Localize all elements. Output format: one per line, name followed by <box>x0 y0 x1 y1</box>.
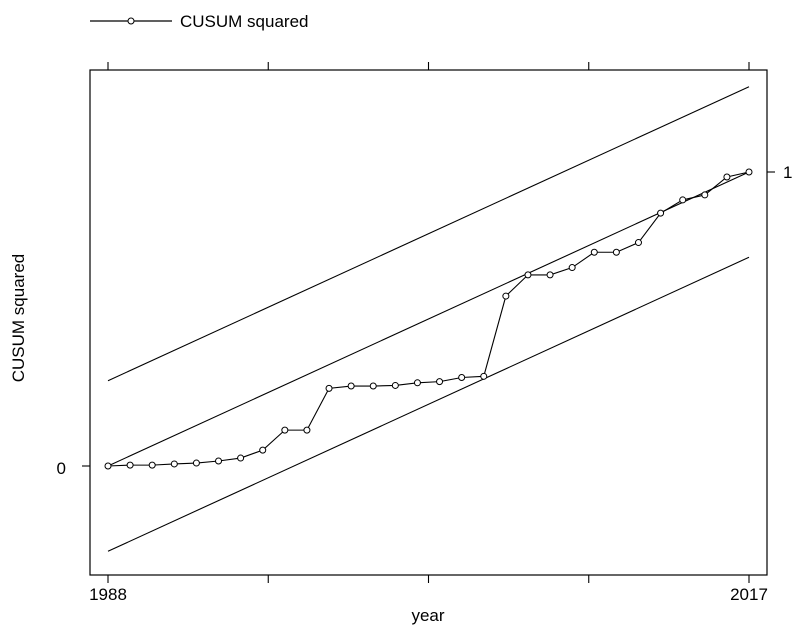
data-point <box>745 168 753 176</box>
data-point <box>369 382 377 390</box>
y-tick-label: 1 <box>783 163 792 182</box>
ticks <box>82 62 775 583</box>
x-tick-label: 1988 <box>89 585 127 604</box>
data-point <box>126 461 134 469</box>
series-points <box>104 168 753 470</box>
data-point <box>104 462 112 470</box>
legend-marker <box>127 17 135 25</box>
x-axis-label: year <box>411 606 444 625</box>
data-point <box>170 460 178 468</box>
y-tick-label: 0 <box>57 459 66 478</box>
data-point <box>524 271 532 279</box>
data-point <box>303 426 311 434</box>
data-point <box>679 196 687 204</box>
legend: CUSUM squared <box>90 12 309 31</box>
data-point <box>723 173 731 181</box>
expected-line <box>107 171 750 467</box>
data-point <box>568 264 576 272</box>
data-point <box>215 457 223 465</box>
data-point <box>192 459 200 467</box>
data-point <box>148 461 156 469</box>
data-point <box>391 381 399 389</box>
upper-bound-line <box>107 86 750 382</box>
data-point <box>458 374 466 382</box>
data-point <box>612 248 620 256</box>
series-line-group <box>107 171 750 467</box>
legend-label: CUSUM squared <box>180 12 309 31</box>
y-axis-label: CUSUM squared <box>9 254 28 383</box>
cusum-squared-line <box>107 171 750 467</box>
plot-frame <box>89 69 768 576</box>
data-point <box>259 446 267 454</box>
data-point <box>436 378 444 386</box>
data-point <box>480 372 488 380</box>
x-tick-label: 2017 <box>730 585 768 604</box>
data-point <box>281 426 289 434</box>
data-point <box>657 209 665 217</box>
data-point <box>701 191 709 199</box>
data-point <box>634 239 642 247</box>
data-point <box>590 248 598 256</box>
data-point <box>546 271 554 279</box>
data-point <box>325 384 333 392</box>
data-point <box>502 292 510 300</box>
data-point <box>237 454 245 462</box>
data-point <box>413 379 421 387</box>
bounds <box>107 86 750 552</box>
lower-bound-line <box>107 256 750 552</box>
data-point <box>347 382 355 390</box>
